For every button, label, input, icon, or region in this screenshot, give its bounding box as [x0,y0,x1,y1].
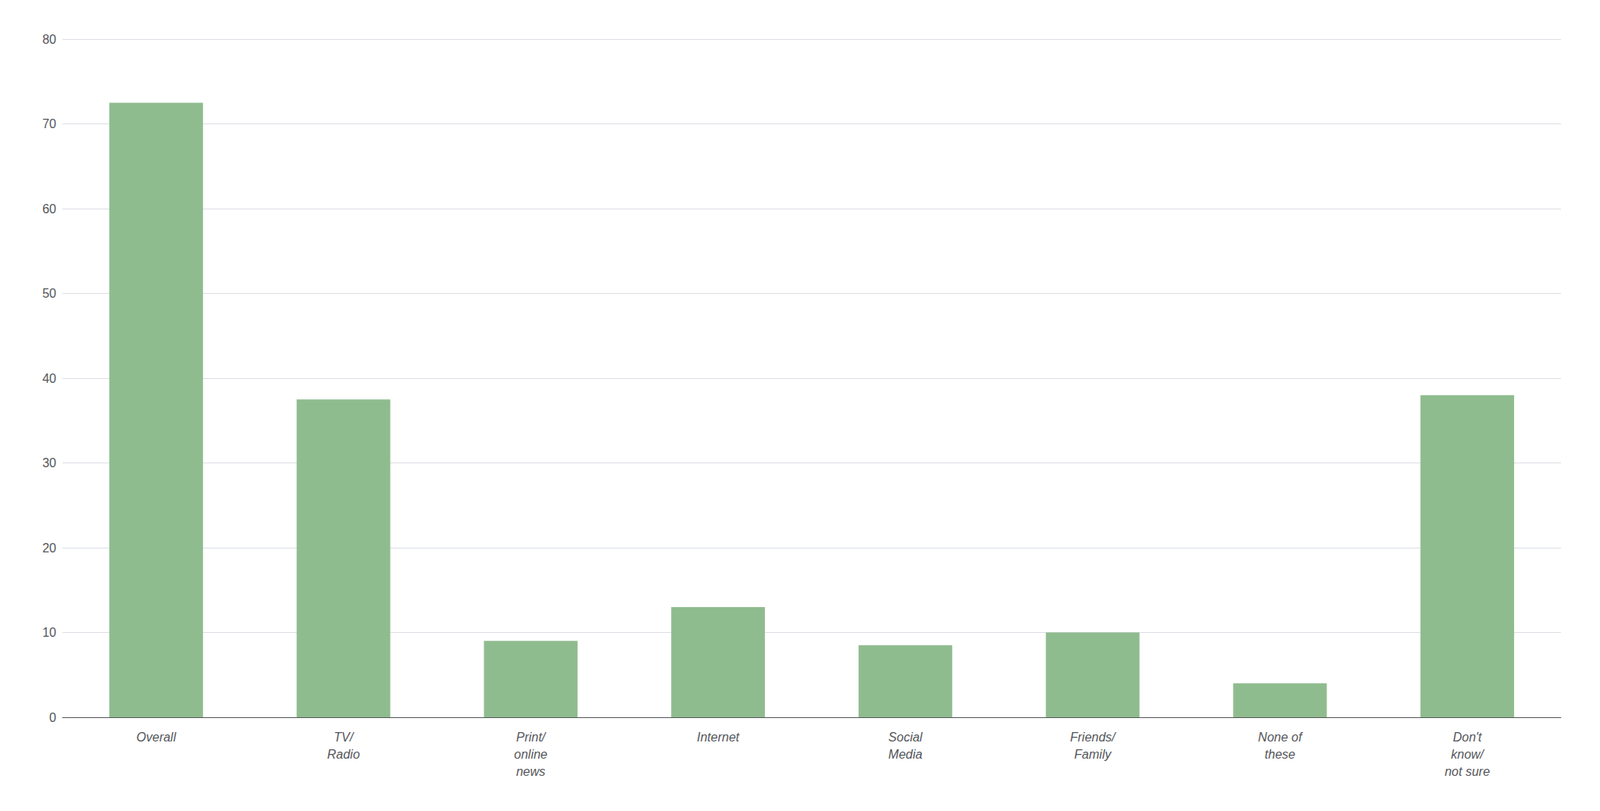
svg-text:20: 20 [42,541,57,555]
svg-text:Family: Family [1074,747,1112,761]
svg-text:Media: Media [888,747,923,761]
svg-text:know/: know/ [1450,747,1485,761]
svg-text:Overall: Overall [136,730,177,744]
svg-text:30: 30 [42,456,57,470]
svg-text:Social: Social [888,730,923,744]
svg-text:80: 80 [42,32,57,47]
svg-text:0: 0 [49,710,57,725]
svg-text:None of: None of [1257,730,1304,744]
svg-text:70: 70 [42,117,57,131]
svg-text:50: 50 [42,286,57,300]
svg-text:news: news [516,764,546,779]
svg-text:TV/: TV/ [333,730,354,744]
svg-text:Internet: Internet [696,730,740,744]
svg-text:these: these [1264,747,1296,761]
svg-text:Radio: Radio [327,747,361,761]
svg-text:Don't: Don't [1453,730,1483,744]
svg-text:Print/: Print/ [516,730,547,744]
svg-text:60: 60 [42,202,57,216]
svg-text:not sure: not sure [1444,764,1490,779]
svg-text:10: 10 [42,625,57,640]
svg-text:40: 40 [42,371,57,386]
svg-text:Friends/: Friends/ [1070,730,1117,744]
svg-text:online: online [514,747,548,761]
